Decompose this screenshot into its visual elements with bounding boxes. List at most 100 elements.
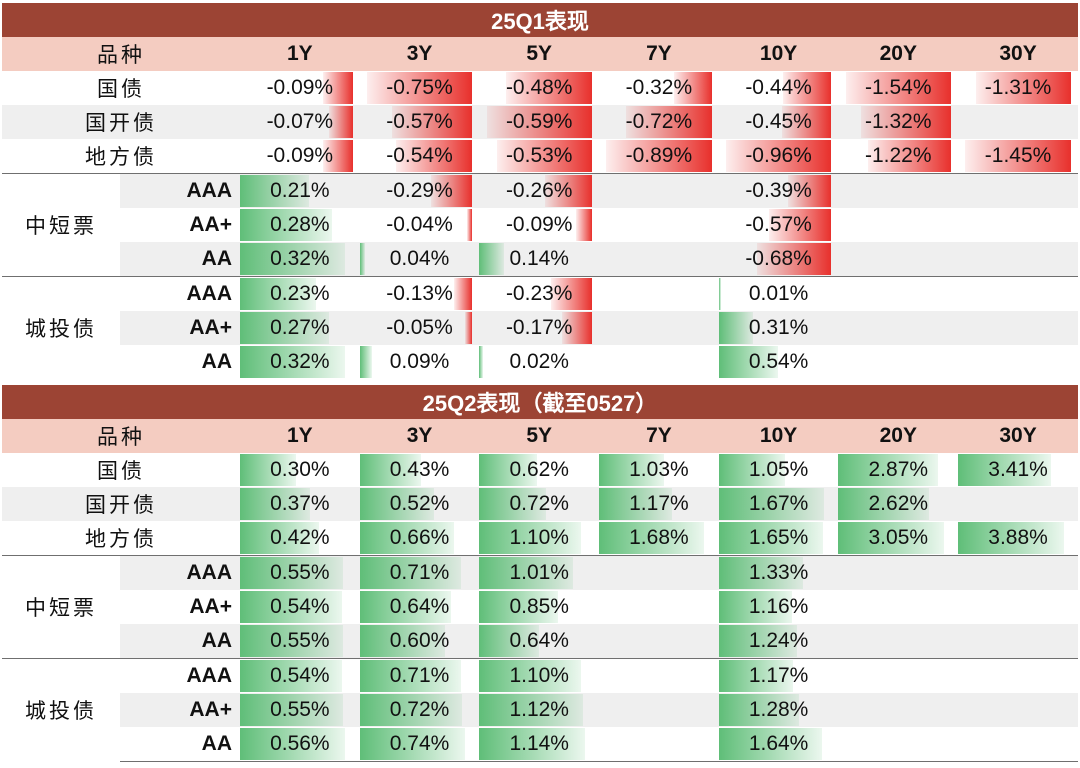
- value-cell-inner: 0.21%: [240, 174, 360, 208]
- positive-data-bar: [479, 454, 537, 486]
- value-cell: 1.65%: [718, 521, 839, 556]
- value-text: -0.26%: [505, 179, 573, 202]
- positive-data-bar: [838, 454, 938, 486]
- value-cell-inner: 1.28%: [718, 693, 839, 727]
- value-cell-inner: 0.42%: [240, 521, 360, 555]
- value-cell-inner: 0.02%: [479, 345, 599, 379]
- value-cell: 0.30%: [240, 453, 360, 487]
- value-cell: 0.60%: [359, 624, 480, 659]
- positive-data-bar: [718, 278, 721, 310]
- table-row: 中短票 AAA 0.55% 0.71% 1.01% 1.33%: [2, 555, 1078, 659]
- value-text: 1.28%: [748, 698, 809, 721]
- value-text: 3.88%: [988, 526, 1048, 549]
- value-text: 0.37%: [270, 492, 330, 515]
- positive-data-bar: [479, 728, 585, 760]
- positive-data-bar: [240, 209, 333, 241]
- value-cell-inner: 0.74%: [359, 727, 480, 761]
- value-cell-inner: -0.09%: [479, 208, 599, 242]
- value-cell: 1.03%: [599, 453, 719, 487]
- table-row: 国债 0.30% 0.43% 0.62% 1.03% 1.05% 2.87% 3.41%: [2, 453, 1078, 487]
- positive-data-bar: [479, 522, 581, 554]
- value-cell: 0.21%: [240, 173, 360, 208]
- value-cell: 1.10%: [479, 521, 599, 556]
- value-cell: 3.41%: [958, 453, 1078, 487]
- value-cell-inner: 0.52%: [359, 487, 480, 521]
- value-cell: -0.44%: [719, 71, 839, 105]
- header-tenor-20y: 20Y: [838, 37, 959, 71]
- value-cell: 0.01%: [718, 276, 839, 311]
- value-cell: 0.62%: [479, 453, 599, 487]
- value-text: 0.32%: [270, 350, 330, 373]
- value-text: 1.64%: [748, 732, 809, 755]
- row-rating-label: AA: [120, 242, 240, 277]
- value-cell-inner: 1.68%: [599, 521, 719, 555]
- value-cell-inner: 0.32%: [240, 242, 360, 276]
- positive-data-bar: [838, 488, 929, 520]
- value-cell-inner: -0.29%: [360, 174, 480, 208]
- value-cell-inner: 0.55%: [240, 556, 360, 590]
- table-row: AA+ 0.27% -0.05% -0.17% 0.31%: [2, 311, 1078, 345]
- row-variety-label: 国债: [97, 459, 145, 483]
- table-row: AA+ 0.55% 0.72% 1.12% 1.28%: [2, 693, 1078, 727]
- positive-data-bar: [240, 728, 346, 760]
- row-rating-label: AAA: [120, 555, 240, 590]
- value-text: -0.04%: [386, 213, 453, 236]
- table-row: 地方债 0.42% 0.66% 1.10% 1.68% 1.65% 3.05% 3.88%: [2, 521, 1078, 556]
- value-cell: [599, 590, 719, 624]
- value-cell: -1.22%: [838, 139, 958, 174]
- value-cell: 0.71%: [359, 658, 480, 693]
- value-text: -0.75%: [386, 76, 453, 99]
- value-text: -1.54%: [865, 76, 932, 99]
- value-cell-inner: 0.55%: [240, 624, 360, 658]
- value-cell: 0.72%: [359, 693, 480, 727]
- negative-data-bar: [561, 312, 592, 344]
- positive-data-bar: [479, 557, 573, 589]
- value-cell-inner: 2.62%: [838, 487, 958, 521]
- section-title: 25Q1表现: [2, 3, 1078, 37]
- table-row: AA 0.56% 0.74% 1.14% 1.64%: [2, 727, 1078, 762]
- value-cell-inner: 1.67%: [718, 487, 839, 521]
- value-cell-inner: 3.05%: [838, 521, 958, 555]
- value-cell: -0.29%: [359, 173, 480, 208]
- value-cell: -0.23%: [479, 276, 600, 311]
- positive-data-bar: [718, 694, 800, 726]
- q2-performance-table: 25Q2表现（截至0527） 品种 1Y 3Y 5Y 7Y 10Y 20Y 30Y 国债 0.30%…: [2, 385, 1078, 762]
- header-variety: 品种: [2, 419, 240, 453]
- value-cell: [599, 208, 719, 242]
- positive-data-bar: [718, 728, 823, 760]
- value-cell: [599, 624, 719, 659]
- value-text: 1.67%: [748, 492, 809, 515]
- value-text: 1.10%: [509, 526, 569, 549]
- value-text: -0.53%: [505, 144, 573, 167]
- positive-data-bar: [359, 454, 421, 486]
- row-rating-label: AA+: [120, 693, 240, 727]
- table-row: 国债 -0.09% -0.75% -0.48% -0.32% -0.44% -1.54% -1…: [2, 71, 1078, 105]
- value-text: -0.17%: [505, 316, 573, 339]
- value-cell: [958, 242, 1078, 277]
- section-title-row: 25Q1表现: [2, 3, 1078, 37]
- value-cell: [599, 242, 719, 277]
- value-cell: 0.71%: [359, 555, 480, 590]
- value-cell: [838, 345, 958, 379]
- value-cell: 0.55%: [240, 624, 360, 659]
- value-cell: [958, 487, 1078, 521]
- positive-data-bar: [479, 346, 483, 378]
- value-cell: -0.96%: [719, 139, 839, 174]
- positive-data-bar: [479, 243, 505, 275]
- positive-data-bar: [359, 346, 373, 378]
- value-text: 1.68%: [629, 526, 689, 549]
- value-cell-inner: 0.04%: [359, 242, 480, 276]
- negative-data-bar: [497, 140, 592, 172]
- value-cell-inner: -0.53%: [479, 139, 599, 173]
- table-row: AA 0.32% 0.04% 0.14% -0.68%: [2, 242, 1078, 277]
- value-text: -0.45%: [745, 110, 812, 133]
- value-cell: 1.17%: [599, 487, 719, 521]
- value-cell: -0.05%: [359, 311, 480, 345]
- positive-data-bar: [479, 488, 546, 520]
- value-cell: -0.59%: [479, 105, 600, 139]
- value-text: 0.43%: [389, 458, 450, 481]
- value-cell: [958, 105, 1078, 139]
- value-cell: -0.07%: [240, 105, 360, 139]
- positive-data-bar: [240, 175, 310, 207]
- value-cell-inner: 0.72%: [359, 693, 480, 727]
